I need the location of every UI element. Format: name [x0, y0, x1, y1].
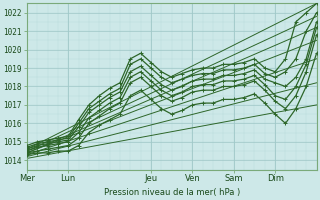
X-axis label: Pression niveau de la mer( hPa ): Pression niveau de la mer( hPa )	[104, 188, 240, 197]
